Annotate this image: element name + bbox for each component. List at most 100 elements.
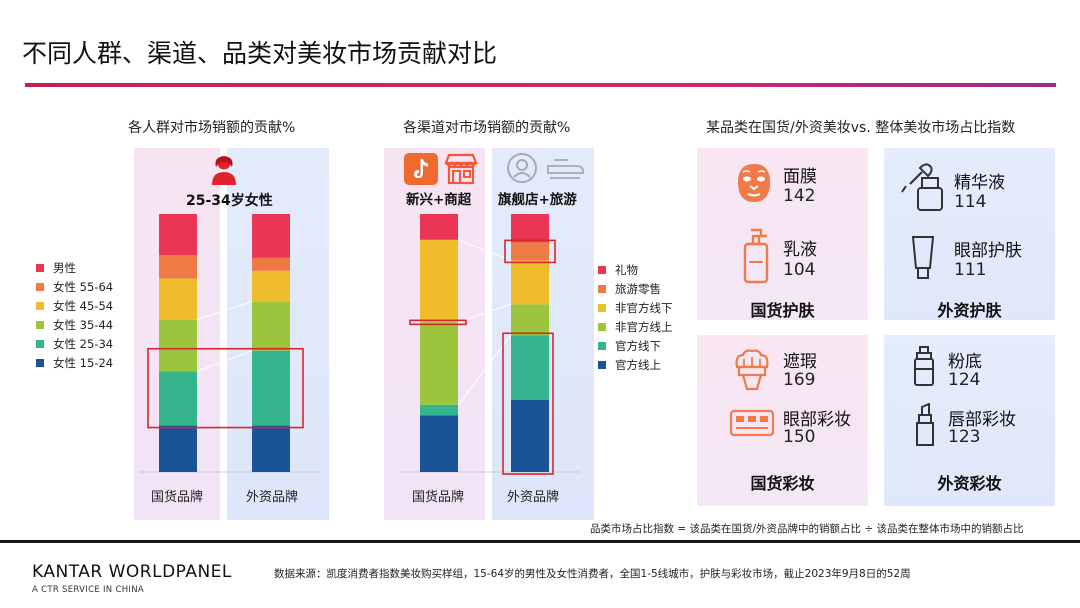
store-icon xyxy=(444,153,478,185)
bar-segment-foreign-0 xyxy=(511,399,549,472)
lipstick-icon xyxy=(916,403,934,446)
chart2-category-foreign: 外资品牌 xyxy=(506,490,559,505)
bar-segment-foreign-4 xyxy=(252,257,290,271)
legend-swatch xyxy=(36,339,44,348)
flagship-store-icon xyxy=(507,153,537,183)
product-name: 精华液 xyxy=(954,173,1005,193)
bar-segment-domestic-1 xyxy=(420,404,458,416)
legend-label: 女性 55-64 xyxy=(53,279,114,294)
panel-label: 国货护肤 xyxy=(750,301,815,320)
product-name: 乳液 xyxy=(783,240,817,260)
chart1-category-foreign: 外资品牌 xyxy=(245,490,298,505)
bar-segment-foreign-1 xyxy=(252,350,290,426)
bar-segment-foreign-2 xyxy=(252,301,290,351)
legend-swatch xyxy=(598,265,606,274)
chart1-title: 各人群对市场销额的贡献% xyxy=(128,120,296,136)
product-index: 111 xyxy=(954,260,987,280)
person-woman-icon xyxy=(212,156,236,185)
product-index: 142 xyxy=(783,186,816,206)
product-name: 眼部彩妆 xyxy=(783,410,851,430)
product-index: 123 xyxy=(948,427,981,447)
legend-swatch xyxy=(598,360,606,369)
connector-line xyxy=(196,350,253,372)
legend-label: 官方线下 xyxy=(615,338,661,353)
eyeshadow-palette-icon xyxy=(729,409,775,437)
chart2-title: 各渠道对市场销额的贡献% xyxy=(403,120,571,136)
panel-label: 外资彩妆 xyxy=(937,474,1002,493)
bar-segment-foreign-5 xyxy=(252,214,290,258)
legend-swatch xyxy=(36,320,44,329)
legend-label: 官方线上 xyxy=(615,357,661,372)
legend-item: 官方线下 xyxy=(598,336,673,355)
legend-swatch xyxy=(36,358,44,367)
product-name: 眼部护肤 xyxy=(954,241,1022,261)
bar-segment-domestic-0 xyxy=(420,415,458,472)
legend-item: 礼物 xyxy=(598,260,673,279)
chart2-category-domestic: 国货品牌 xyxy=(411,490,464,505)
bar-segment-foreign-3 xyxy=(252,270,290,302)
legend-item: 非官方线上 xyxy=(598,317,673,336)
dropper-icon xyxy=(901,163,943,211)
face-mask-icon xyxy=(738,164,770,202)
chart2-plot xyxy=(400,214,580,475)
lotion-bottle-icon xyxy=(743,228,769,284)
bar-segment-domestic-3 xyxy=(420,239,458,323)
legend-swatch xyxy=(598,284,606,293)
legend-item: 女性 55-64 xyxy=(36,277,113,296)
company-logo-subtitle: A CTR SERVICE IN CHINA xyxy=(32,585,144,595)
foundation-bottle-icon xyxy=(914,346,934,386)
chart1-highlight-label: 25-34岁女性 xyxy=(186,193,273,209)
legend-swatch xyxy=(36,282,44,291)
legend-item: 女性 35-44 xyxy=(36,315,113,334)
product-index: 124 xyxy=(948,370,981,390)
product-index: 169 xyxy=(783,370,816,390)
panel-foreign-skincare: 精华液 114 眼部护肤 111 外资护肤 xyxy=(884,148,1055,320)
bar-segment-domestic-2 xyxy=(420,322,458,405)
chart3-title: 某品类在国货/外资美妆vs. 整体美妆市场占比指数 xyxy=(706,120,1016,136)
legend-swatch xyxy=(36,263,44,272)
product-index: 150 xyxy=(783,427,816,447)
footer-rule xyxy=(0,540,1080,543)
legend-item: 女性 25-34 xyxy=(36,334,113,353)
legend-label: 礼物 xyxy=(615,262,638,277)
bar-segment-foreign-0 xyxy=(252,425,290,472)
legend-item: 男性 xyxy=(36,258,113,277)
product-name: 粉底 xyxy=(948,352,982,372)
legend-label: 女性 25-34 xyxy=(53,336,114,351)
product-index: 104 xyxy=(783,260,816,280)
connector-line xyxy=(457,303,512,323)
legend-label: 男性 xyxy=(53,260,76,275)
company-logo: KANTAR WORLDPANEL xyxy=(32,562,232,582)
legend-swatch xyxy=(36,301,44,310)
bar-segment-domestic-2 xyxy=(159,319,197,372)
bar-segment-domestic-4 xyxy=(159,255,197,279)
luggage-icon xyxy=(547,159,584,179)
product-name: 唇部彩妆 xyxy=(948,410,1016,430)
panel-domestic-skincare: 面膜 142 乳液 104 国货护肤 xyxy=(697,148,868,320)
legend-label: 旅游零售 xyxy=(615,281,661,296)
legend-item: 女性 45-54 xyxy=(36,296,113,315)
legend-item: 旅游零售 xyxy=(598,279,673,298)
bar-segment-domestic-3 xyxy=(159,278,197,320)
connector-line xyxy=(457,334,512,406)
legend-label: 女性 15-24 xyxy=(53,355,114,370)
bar-segment-foreign-3 xyxy=(511,260,549,305)
bar-segment-foreign-5 xyxy=(511,214,549,243)
chart2-legend: 礼物旅游零售非官方线下非官方线上官方线下官方线上 xyxy=(598,260,673,374)
eye-cream-tube-icon xyxy=(911,236,935,279)
legend-swatch xyxy=(598,322,606,331)
legend-item: 女性 15-24 xyxy=(36,353,113,372)
legend-swatch xyxy=(598,341,606,350)
legend-label: 非官方线上 xyxy=(615,319,673,334)
page-title: 不同人群、渠道、品类对美妆市场贡献对比 xyxy=(22,39,498,68)
chart2-highlight-foreign: 旗舰店+旅游 xyxy=(498,192,577,208)
legend-item: 非官方线下 xyxy=(598,298,673,317)
legend-label: 女性 35-44 xyxy=(53,317,114,332)
bar-segment-foreign-4 xyxy=(511,242,549,261)
bar-segment-domestic-5 xyxy=(159,214,197,256)
bar-segment-foreign-2 xyxy=(511,304,549,336)
bar-segment-foreign-1 xyxy=(511,335,549,400)
highlight-box xyxy=(504,239,556,264)
highlight-box xyxy=(147,347,304,429)
bar-segment-domestic-1 xyxy=(159,371,197,426)
